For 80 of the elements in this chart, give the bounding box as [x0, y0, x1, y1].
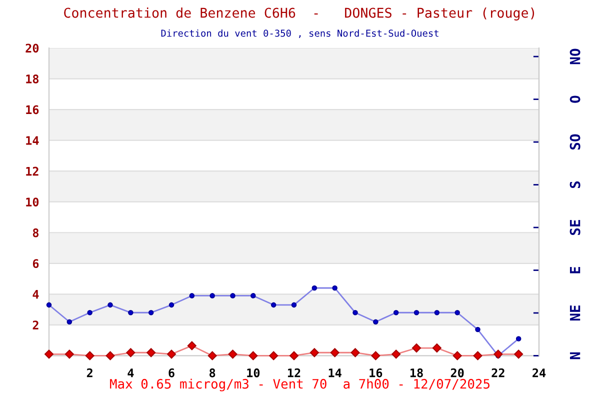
x-tick-label: 24 [532, 368, 546, 378]
point [350, 348, 360, 358]
y-tick-label: 14 [26, 136, 39, 145]
point [373, 319, 378, 324]
x-tick-label: 22 [492, 368, 504, 378]
point [494, 350, 503, 359]
x-tick-label: 6 [168, 368, 174, 378]
point [432, 344, 442, 352]
point [108, 302, 113, 308]
category-label: SE [570, 220, 580, 235]
x-tick-label: 8 [210, 368, 216, 378]
point [393, 310, 399, 316]
point [516, 336, 522, 342]
point [290, 351, 298, 360]
point [189, 293, 195, 298]
x-tick-label: 4 [128, 368, 134, 378]
point [148, 310, 154, 316]
x-tick-label: 10 [247, 368, 260, 378]
point [414, 310, 420, 316]
point [270, 302, 276, 308]
point [473, 351, 482, 360]
x-tick-label: 12 [288, 368, 300, 378]
point [371, 351, 380, 360]
text: Max 0.65 microg/m3 - Vent 70 a 7h00 - 12/07/2025 [110, 378, 490, 392]
y-tick-label: 4 [32, 290, 39, 299]
point [87, 310, 92, 316]
category-label: S [570, 181, 580, 188]
point [330, 348, 340, 358]
y-tick-label: 10 [26, 198, 39, 207]
point [248, 351, 258, 360]
y-tick-label: 18 [26, 74, 39, 84]
point [269, 351, 278, 360]
point [146, 348, 156, 358]
point [128, 310, 134, 316]
chart-title: Concentration de Benzene C6H6 - DONGES - Pasteur (rouge) [64, 8, 534, 20]
point [454, 310, 460, 316]
x-tick-label: 18 [410, 368, 423, 378]
point [85, 351, 94, 360]
point [310, 348, 319, 358]
point [167, 350, 176, 359]
category-label: O [570, 96, 580, 103]
x-tick-label: 20 [450, 368, 464, 378]
category-label: N [570, 352, 580, 360]
chart-subtitle: Direction du vent 0-350 , sens Nord-Est-Sud-Ouest [161, 29, 438, 38]
y-tick-label: 2 [32, 320, 38, 330]
x-tick-label: 16 [370, 368, 382, 378]
point [412, 344, 421, 352]
y-tick-label: 8 [32, 228, 39, 238]
point [250, 293, 256, 298]
point [126, 348, 136, 358]
x-tick-label: 2 [86, 368, 92, 378]
point [514, 350, 524, 359]
point [475, 326, 480, 332]
x-tick-label: 14 [328, 368, 342, 378]
point [44, 350, 54, 359]
y-tick-label: 6 [32, 259, 39, 268]
point [46, 302, 52, 308]
y-tick-label: 12 [26, 166, 38, 176]
point [291, 302, 297, 308]
point [392, 350, 401, 359]
point [210, 293, 215, 298]
point [332, 285, 338, 291]
point [230, 293, 236, 298]
point [106, 351, 115, 360]
point [168, 302, 174, 308]
point [228, 350, 238, 359]
point [64, 350, 74, 359]
y-tick-label: 20 [26, 44, 39, 53]
point [352, 310, 358, 316]
point [208, 351, 217, 360]
y-tick-label: 16 [26, 105, 39, 114]
point [312, 285, 318, 291]
point [452, 351, 462, 360]
category-label: NO [570, 48, 580, 64]
point [66, 319, 72, 324]
category-label: E [570, 266, 580, 274]
point [434, 310, 440, 316]
point [187, 341, 196, 350]
category-label: NE [570, 306, 580, 321]
category-label: SO [570, 134, 580, 150]
